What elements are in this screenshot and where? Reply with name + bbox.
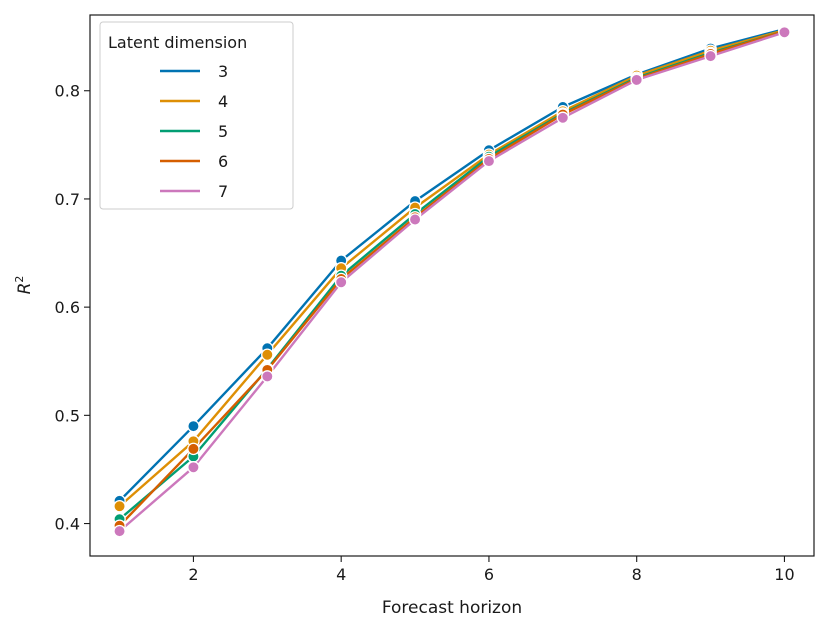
data-point-7 (630, 73, 643, 87)
y-tick-label: 0.4 (55, 515, 80, 534)
svg-text:R2: R2 (13, 276, 35, 295)
y-axis-label-superscript: 2 (13, 276, 26, 283)
x-tick-label: 10 (774, 565, 794, 584)
data-point-6 (187, 442, 200, 456)
y-axis-label: R2 (13, 276, 35, 295)
data-point-4 (113, 499, 126, 513)
data-point-7 (556, 111, 570, 125)
data-point-7 (261, 370, 274, 383)
series-line-4 (118, 28, 785, 508)
data-point-7 (187, 461, 200, 474)
y-tick-label: 0.5 (55, 406, 80, 425)
series-layer (113, 22, 791, 538)
series-line-6 (118, 30, 785, 527)
series-line-3 (118, 27, 785, 502)
legend: Latent dimension 3 4 5 6 7 (99, 21, 294, 210)
data-point-4 (261, 348, 274, 361)
x-axis-ticks: 2 4 6 8 10 (188, 556, 795, 584)
y-axis-ticks: 0.4 0.5 0.6 0.7 0.8 (55, 82, 90, 534)
data-point-7 (704, 49, 717, 63)
y-axis-label-main: R (15, 283, 35, 295)
legend-label-7: 7 (218, 182, 228, 201)
y-tick-label: 0.6 (55, 298, 80, 317)
legend-box (99, 21, 294, 210)
x-tick-label: 4 (336, 565, 346, 584)
y-tick-label: 0.7 (55, 190, 80, 209)
data-point-7 (408, 213, 422, 226)
x-tick-label: 8 (632, 565, 642, 584)
x-tick-label: 2 (188, 565, 198, 584)
legend-label-5: 5 (218, 122, 228, 141)
data-point-7 (334, 276, 348, 289)
series-line-7 (118, 31, 785, 533)
data-point-7 (778, 26, 791, 39)
x-tick-label: 6 (484, 565, 494, 584)
data-point-7 (482, 154, 496, 168)
data-point-7 (113, 524, 126, 538)
legend-label-4: 4 (218, 92, 228, 111)
y-tick-label: 0.8 (55, 82, 80, 101)
legend-label-3: 3 (218, 62, 228, 81)
data-point-3 (187, 419, 200, 433)
x-axis-label: Forecast horizon (382, 598, 522, 618)
legend-title: Latent dimension (108, 33, 247, 52)
legend-label-6: 6 (218, 152, 228, 171)
plot-frame (89, 14, 815, 557)
